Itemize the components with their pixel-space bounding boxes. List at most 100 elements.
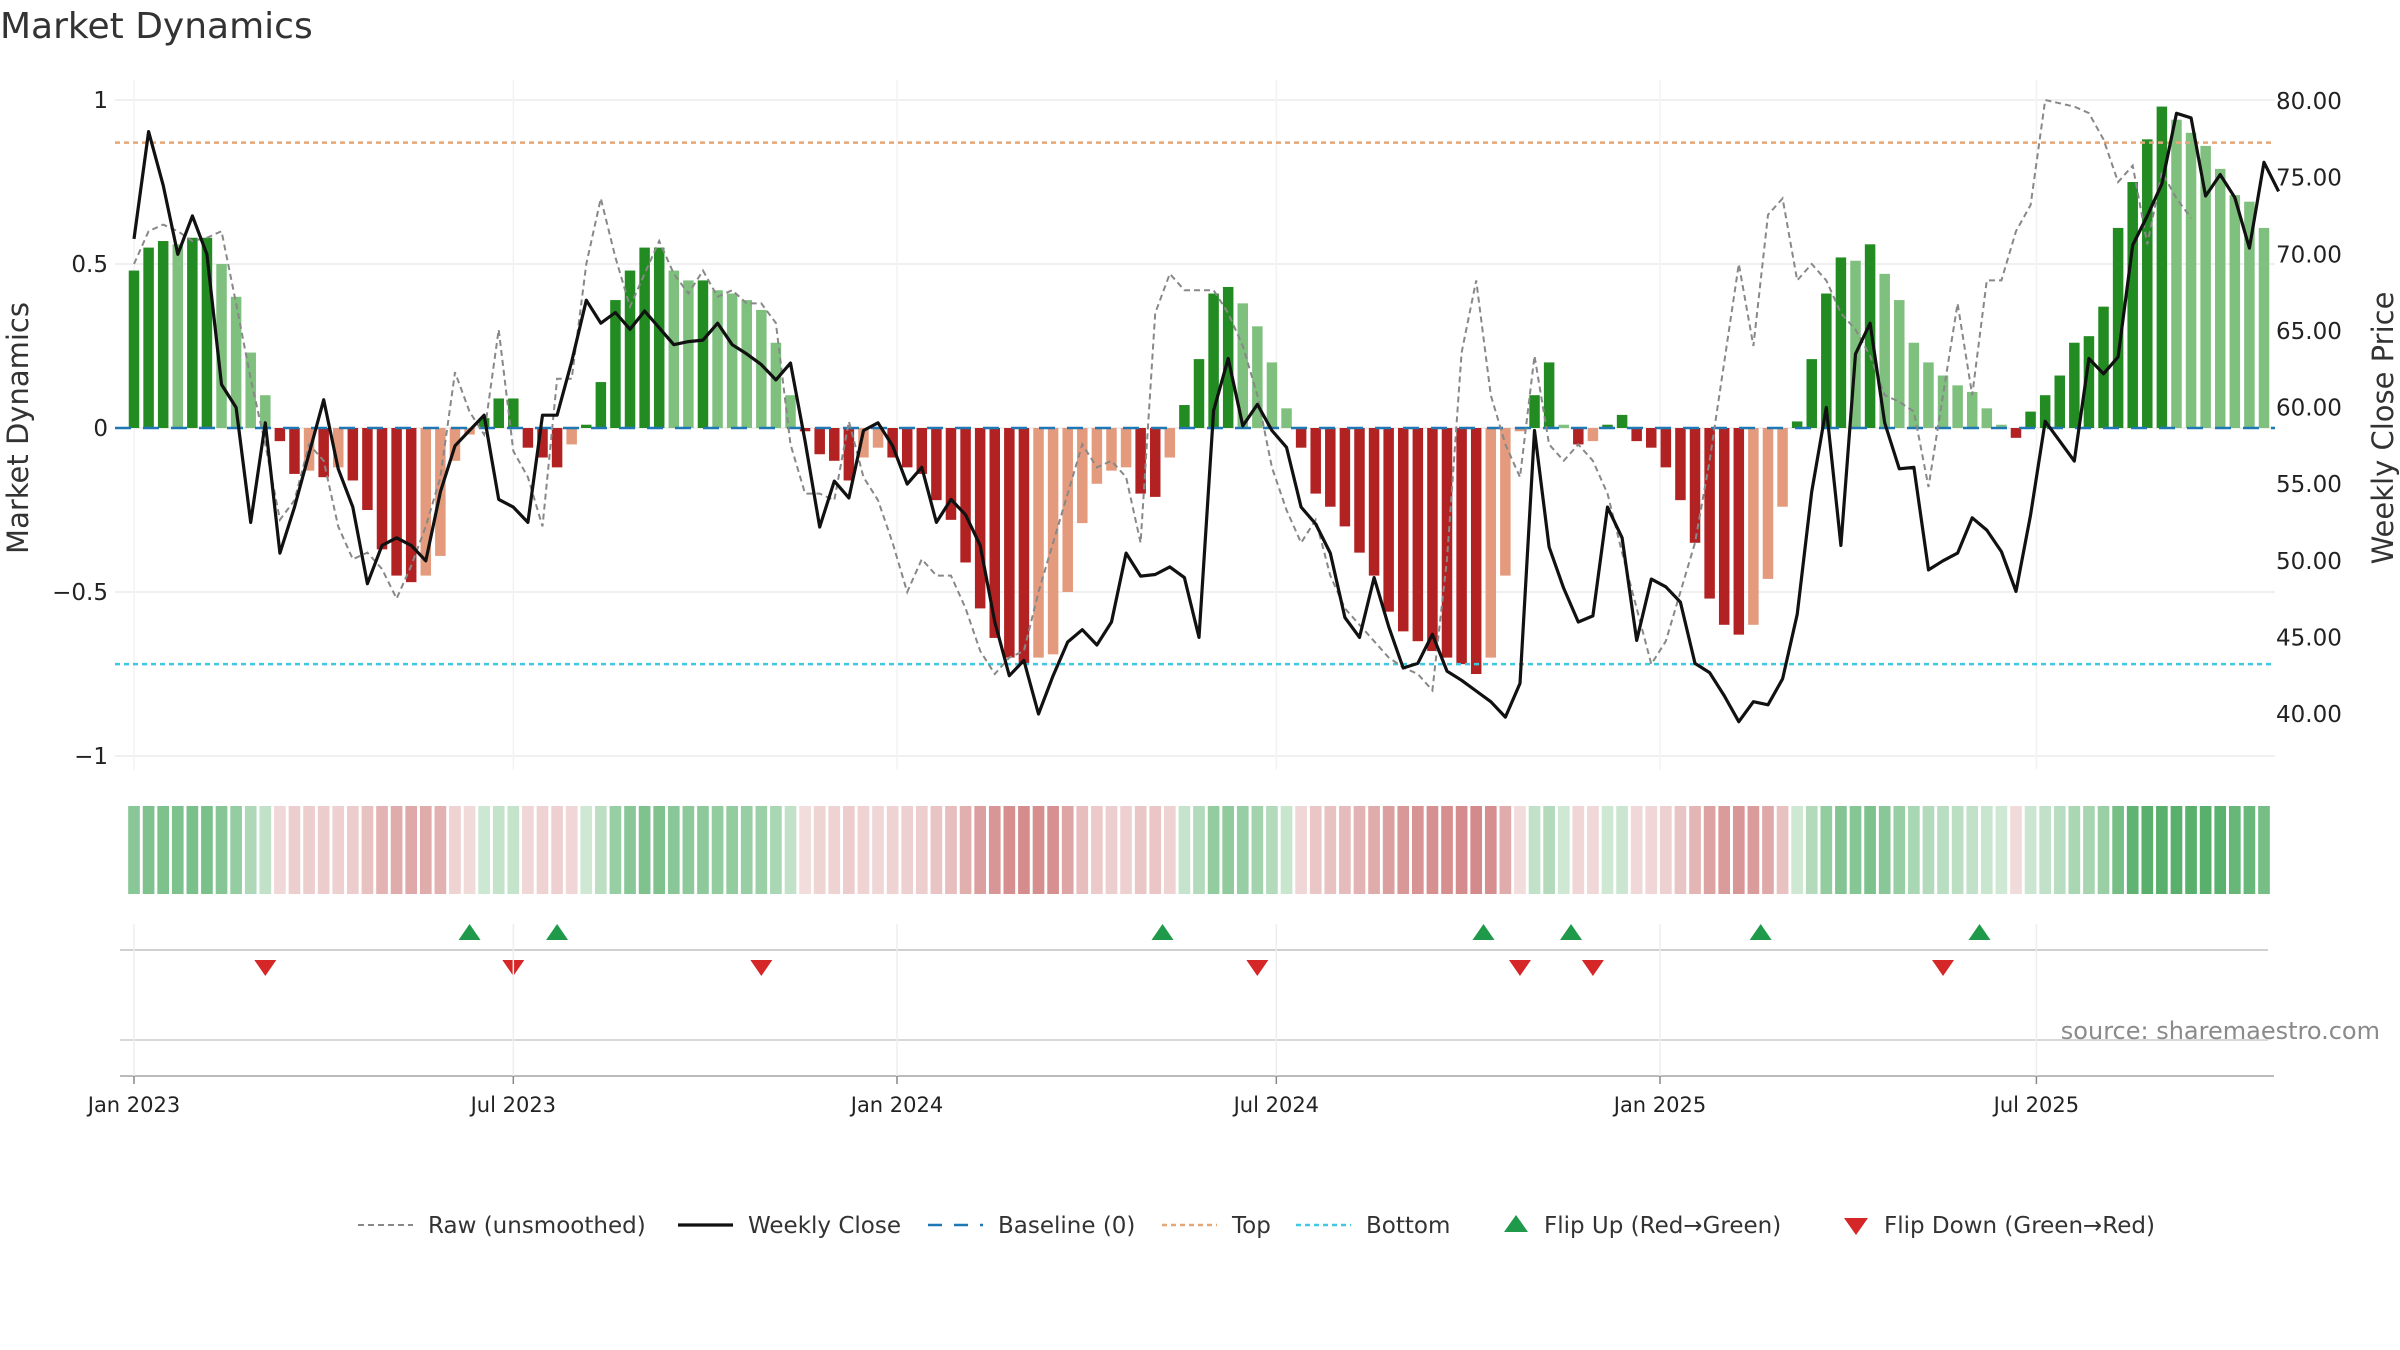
right-y-ticks: 40.00 45.00 50.00 55.00 60.00 65.00 70.00 75.00… <box>2276 89 2342 728</box>
chart-title: Market Dynamics <box>0 6 313 47</box>
bar-week-18 <box>391 428 402 576</box>
heat-cell-35 <box>638 806 651 894</box>
bar-week-134 <box>2083 336 2095 428</box>
bar-week-141 <box>2185 132 2197 429</box>
heat-cell-57 <box>959 806 972 894</box>
heat-cell-115 <box>1805 806 1818 894</box>
heat-cell-106 <box>1674 806 1687 894</box>
bar-week-62 <box>1033 428 1044 658</box>
bar-week-76 <box>1237 303 1249 428</box>
bar-week-102 <box>1616 414 1628 428</box>
heat-cell-8 <box>244 806 257 894</box>
bar-week-122 <box>1908 342 1920 428</box>
x-tick-label-5: Jul 2025 <box>1992 1093 2079 1117</box>
heat-cell-59 <box>988 806 1001 894</box>
heat-cell-51 <box>872 806 884 894</box>
bar-week-118 <box>1850 260 1861 428</box>
heat-cell-102 <box>1616 806 1628 894</box>
source-note: source: sharemaestro.com <box>2061 1017 2380 1045</box>
heat-cell-31 <box>580 806 593 894</box>
heat-cell-22 <box>449 806 461 894</box>
heat-cell-5 <box>201 806 213 894</box>
bar-week-69 <box>1135 428 1146 494</box>
heat-cell-18 <box>390 806 403 894</box>
heat-cell-72 <box>1178 806 1191 894</box>
left-tick-label-4: −1 <box>74 744 108 770</box>
bar-week-9 <box>260 395 271 428</box>
bar-week-4 <box>187 237 198 428</box>
heat-cell-24 <box>478 806 490 894</box>
bar-week-16 <box>362 428 373 510</box>
flip-down-marker-2 <box>750 960 773 976</box>
x-axis: Jan 2023 Jul 2023 Jan 2024 Jul 2024 Jan 2025… <box>86 924 2274 1117</box>
heat-cell-55 <box>930 806 943 894</box>
bar-week-138 <box>2142 139 2153 429</box>
x-tick-label-4: Jan 2025 <box>1612 1093 1707 1117</box>
heat-cell-37 <box>667 806 680 894</box>
bar-week-125 <box>1952 385 1963 428</box>
heat-cell-63 <box>1047 806 1059 894</box>
bar-week-95 <box>1514 428 1526 432</box>
heat-cell-67 <box>1105 806 1118 894</box>
legend-label-top: Top <box>1231 1213 1271 1239</box>
bar-week-66 <box>1091 428 1103 484</box>
bar-week-86 <box>1383 428 1394 612</box>
heat-cell-27 <box>522 806 534 894</box>
flip-down-marker-4 <box>1508 960 1531 976</box>
bar-week-73 <box>1193 359 1205 428</box>
heat-cell-16 <box>361 806 374 894</box>
heat-cell-17 <box>376 806 388 894</box>
heat-cell-132 <box>2053 806 2066 894</box>
bar-week-79 <box>1281 408 1292 428</box>
heat-cell-70 <box>1149 806 1162 894</box>
bar-week-123 <box>1923 362 1934 428</box>
heat-cell-113 <box>1776 806 1789 894</box>
bar-week-106 <box>1675 428 1686 501</box>
heat-cell-33 <box>609 806 622 894</box>
bar-week-40 <box>712 290 723 428</box>
heat-cell-21 <box>434 806 447 894</box>
right-tick-label-7: 75.00 <box>2276 166 2342 192</box>
heat-cell-64 <box>1061 806 1074 894</box>
bar-week-77 <box>1252 326 1263 428</box>
bar-week-87 <box>1397 428 1409 632</box>
heat-cell-44 <box>770 806 782 894</box>
bar-week-113 <box>1777 428 1788 507</box>
regime-heat-strip <box>128 806 2270 894</box>
heat-cell-49 <box>843 806 855 894</box>
heat-cell-11 <box>288 806 301 894</box>
bar-week-91 <box>1456 428 1467 665</box>
heat-cell-141 <box>2185 806 2197 894</box>
bar-week-90 <box>1441 428 1453 658</box>
heat-cell-130 <box>2024 806 2037 894</box>
heat-cell-111 <box>1747 806 1760 894</box>
right-tick-label-1: 45.00 <box>2276 625 2342 651</box>
heat-cell-145 <box>2243 806 2256 894</box>
heat-cell-1 <box>142 806 155 894</box>
bar-week-30 <box>566 428 577 445</box>
heat-cell-123 <box>1922 806 1935 894</box>
heat-cell-104 <box>1645 806 1658 894</box>
market-dynamics-bars <box>128 106 2270 674</box>
heat-cell-26 <box>507 806 520 894</box>
legend-label-flip_up: Flip Up (Red→Green) <box>1544 1213 1781 1239</box>
heat-cell-86 <box>1382 806 1395 894</box>
flip-up-marker-6 <box>1968 924 1991 940</box>
bar-week-34 <box>624 270 636 428</box>
legend-label-raw: Raw (unsmoothed) <box>428 1213 646 1239</box>
bar-week-93 <box>1485 428 1497 658</box>
heat-cell-0 <box>128 806 140 894</box>
heat-cell-47 <box>813 806 826 894</box>
bar-week-98 <box>1558 424 1569 428</box>
heat-cell-60 <box>1003 806 1016 894</box>
bar-week-100 <box>1587 428 1599 442</box>
bar-week-126 <box>1966 391 1978 428</box>
heat-cell-116 <box>1820 806 1833 894</box>
bar-week-52 <box>887 428 898 458</box>
bar-week-117 <box>1835 257 1847 428</box>
bar-week-67 <box>1106 428 1117 471</box>
heat-cell-124 <box>1937 806 1949 894</box>
bar-week-54 <box>916 428 928 474</box>
heat-cell-144 <box>2228 806 2241 894</box>
heat-cell-52 <box>886 806 899 894</box>
